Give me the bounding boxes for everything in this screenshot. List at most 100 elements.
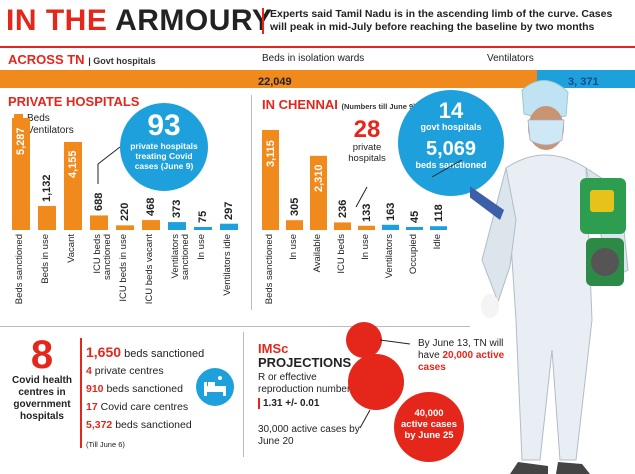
- imsc-proj1: 30,000 active cases by June 20: [258, 424, 360, 447]
- beds-isolation-label: Beds in isolation wards: [262, 53, 365, 64]
- covid-row-4: 5,372 beds sanctioned: [86, 419, 192, 431]
- chennai-callout: 28 private hospitals: [340, 116, 394, 165]
- chennai-title: IN CHENNAI (Numbers till June 9): [262, 97, 416, 112]
- chennai-note: (Numbers till June 9): [341, 102, 416, 111]
- chennai-bar-0: [262, 130, 279, 230]
- private-value-label-4: 220: [119, 202, 131, 222]
- private-value-label-8: 297: [223, 201, 235, 220]
- header-rule: [0, 46, 635, 48]
- divider-v1: [251, 95, 252, 310]
- private-callout-number: 93: [147, 109, 181, 142]
- subtitle: Experts said Tamil Nadu is in the ascend…: [262, 8, 615, 34]
- chennai-category-label-0: Beds sanctioned: [263, 234, 275, 305]
- ventilators-label: Ventilators: [487, 53, 534, 64]
- chennai-bar-6: [406, 227, 423, 230]
- chennai-category-label-2: Available: [311, 234, 323, 273]
- chennai-category-label-1: In use: [287, 234, 299, 260]
- private-category-label-2: Vacant: [66, 234, 77, 263]
- covid-note: (Till June 6): [86, 440, 125, 449]
- private-bar-1: [38, 206, 56, 230]
- private-bar-5: [142, 220, 160, 230]
- ventilators-value: 3, 371: [568, 76, 599, 88]
- chennai-bar-4: [358, 225, 375, 230]
- imsc-proj2: By June 13, TN will have 20,000 active c…: [418, 338, 505, 373]
- health-worker-illustration: [470, 80, 629, 474]
- chennai-bar-1: [286, 220, 303, 230]
- chennai-value-label-2: 2,310: [312, 164, 325, 193]
- chennai-bar-3: [334, 222, 351, 230]
- chennai-bar-7: [430, 226, 447, 230]
- chennai-beds-text: beds sanctioned: [415, 160, 487, 170]
- private-bar-8: [220, 223, 238, 230]
- covid-centres-summary: 8 Covid health centres in government hos…: [8, 335, 76, 423]
- chennai-callout-number: 28: [353, 116, 381, 143]
- imsc-title1: IMSc: [258, 341, 289, 356]
- chennai-value-label-0: 3,115: [264, 139, 277, 167]
- private-category-label-3: ICU beds sanctioned: [92, 234, 113, 280]
- beds-isolation-value: 22,049: [258, 76, 292, 88]
- chennai-category-label-5: Ventilators: [383, 234, 395, 279]
- chennai-callout-text: private hospitals: [348, 142, 386, 164]
- private-category-label-4: ICU beds in use: [118, 234, 129, 302]
- title-black: ARMOURY: [115, 4, 273, 37]
- proj-leaders: [359, 339, 411, 429]
- private-value-label-3: 688: [93, 193, 105, 212]
- hospital-bed-icon: [196, 368, 234, 406]
- proj-circle-small: [346, 322, 382, 358]
- across-tn-label: ACROSS TN | Govt hospitals: [8, 52, 156, 67]
- chennai-value-label-6: 45: [408, 210, 421, 223]
- private-category-label-7: In use: [196, 234, 207, 260]
- private-category-label-5: ICU beds vacant: [144, 234, 155, 305]
- beds-isolation-bar: [0, 70, 537, 88]
- chennai-value-label-7: 118: [432, 204, 445, 223]
- covid-centres-text: Covid health centres in government hospi…: [11, 375, 72, 422]
- chennai-value-label-4: 133: [360, 203, 373, 222]
- private-value-label-0: 5,287: [15, 126, 27, 155]
- private-title: PRIVATE HOSPITALS: [8, 94, 140, 109]
- chennai-category-label-4: In use: [359, 234, 371, 260]
- chennai-category-label-6: Occupied: [407, 234, 419, 275]
- private-callout: 93 private hospitals treating Covid case…: [120, 103, 208, 191]
- imsc-r-value: 1.31 +/- 0.01: [258, 398, 319, 409]
- chennai-value-label-5: 163: [384, 202, 397, 221]
- private-category-label-6: Ventilators sanctioned: [170, 234, 191, 280]
- covid-row-3: 17 Covid care centres: [86, 401, 189, 413]
- chennai-beds-number: 5,069: [425, 138, 477, 160]
- chennai-value-label-1: 305: [288, 197, 301, 217]
- chennai-category-label-3: ICU beds: [335, 234, 347, 274]
- private-value-label-5: 468: [145, 197, 157, 217]
- chennai-govt-text: govt hospitals: [420, 122, 482, 132]
- chennai-category-label-7: Idle: [431, 234, 443, 250]
- private-category-label-1: Beds in use: [40, 234, 51, 284]
- private-bar-2: [64, 141, 82, 230]
- private-chart: [12, 118, 238, 230]
- covid-divider: [80, 338, 82, 448]
- across-tn-sublabel: Govt hospitals: [93, 56, 156, 66]
- private-bar-3: [90, 215, 108, 230]
- mid-rule: [0, 326, 470, 327]
- chennai-govt-callout: 14 govt hospitals 5,069 beds sanctioned: [398, 90, 504, 196]
- covid-centres-number: 8: [30, 333, 54, 377]
- private-bar-7: [194, 227, 212, 230]
- private-value-label-1: 1,132: [41, 174, 53, 203]
- covid-rows: 1,650 beds sanctioned 4 private centres …: [86, 344, 204, 431]
- ventilators-bar: [537, 70, 635, 88]
- title-red: IN THE: [6, 4, 116, 37]
- proj-circle-large: 40,000 active cases by June 25: [394, 392, 464, 462]
- covid-row-1: 4 private centres: [86, 365, 164, 377]
- chennai-bar-5: [382, 224, 399, 230]
- divider-v2: [243, 332, 244, 457]
- imsc-title: IMSc PROJECTIONS: [258, 342, 351, 370]
- page-title: IN THE ARMOURY: [6, 4, 272, 38]
- private-value-label-6: 373: [171, 199, 183, 219]
- private-category-label-0: Beds sanctioned: [14, 234, 25, 305]
- chennai-bar-2: [310, 155, 327, 230]
- covid-row-2: 910 beds sanctioned: [86, 383, 183, 395]
- chennai-value-label-3: 236: [336, 200, 349, 219]
- private-bar-6: [168, 222, 186, 230]
- private-value-label-2: 4,155: [67, 150, 79, 179]
- chennai-govt-number: 14: [438, 98, 464, 123]
- private-category-label-8: Ventilators idle: [222, 234, 233, 296]
- imsc-title2: PROJECTIONS: [258, 355, 352, 370]
- private-value-label-7: 75: [197, 210, 209, 223]
